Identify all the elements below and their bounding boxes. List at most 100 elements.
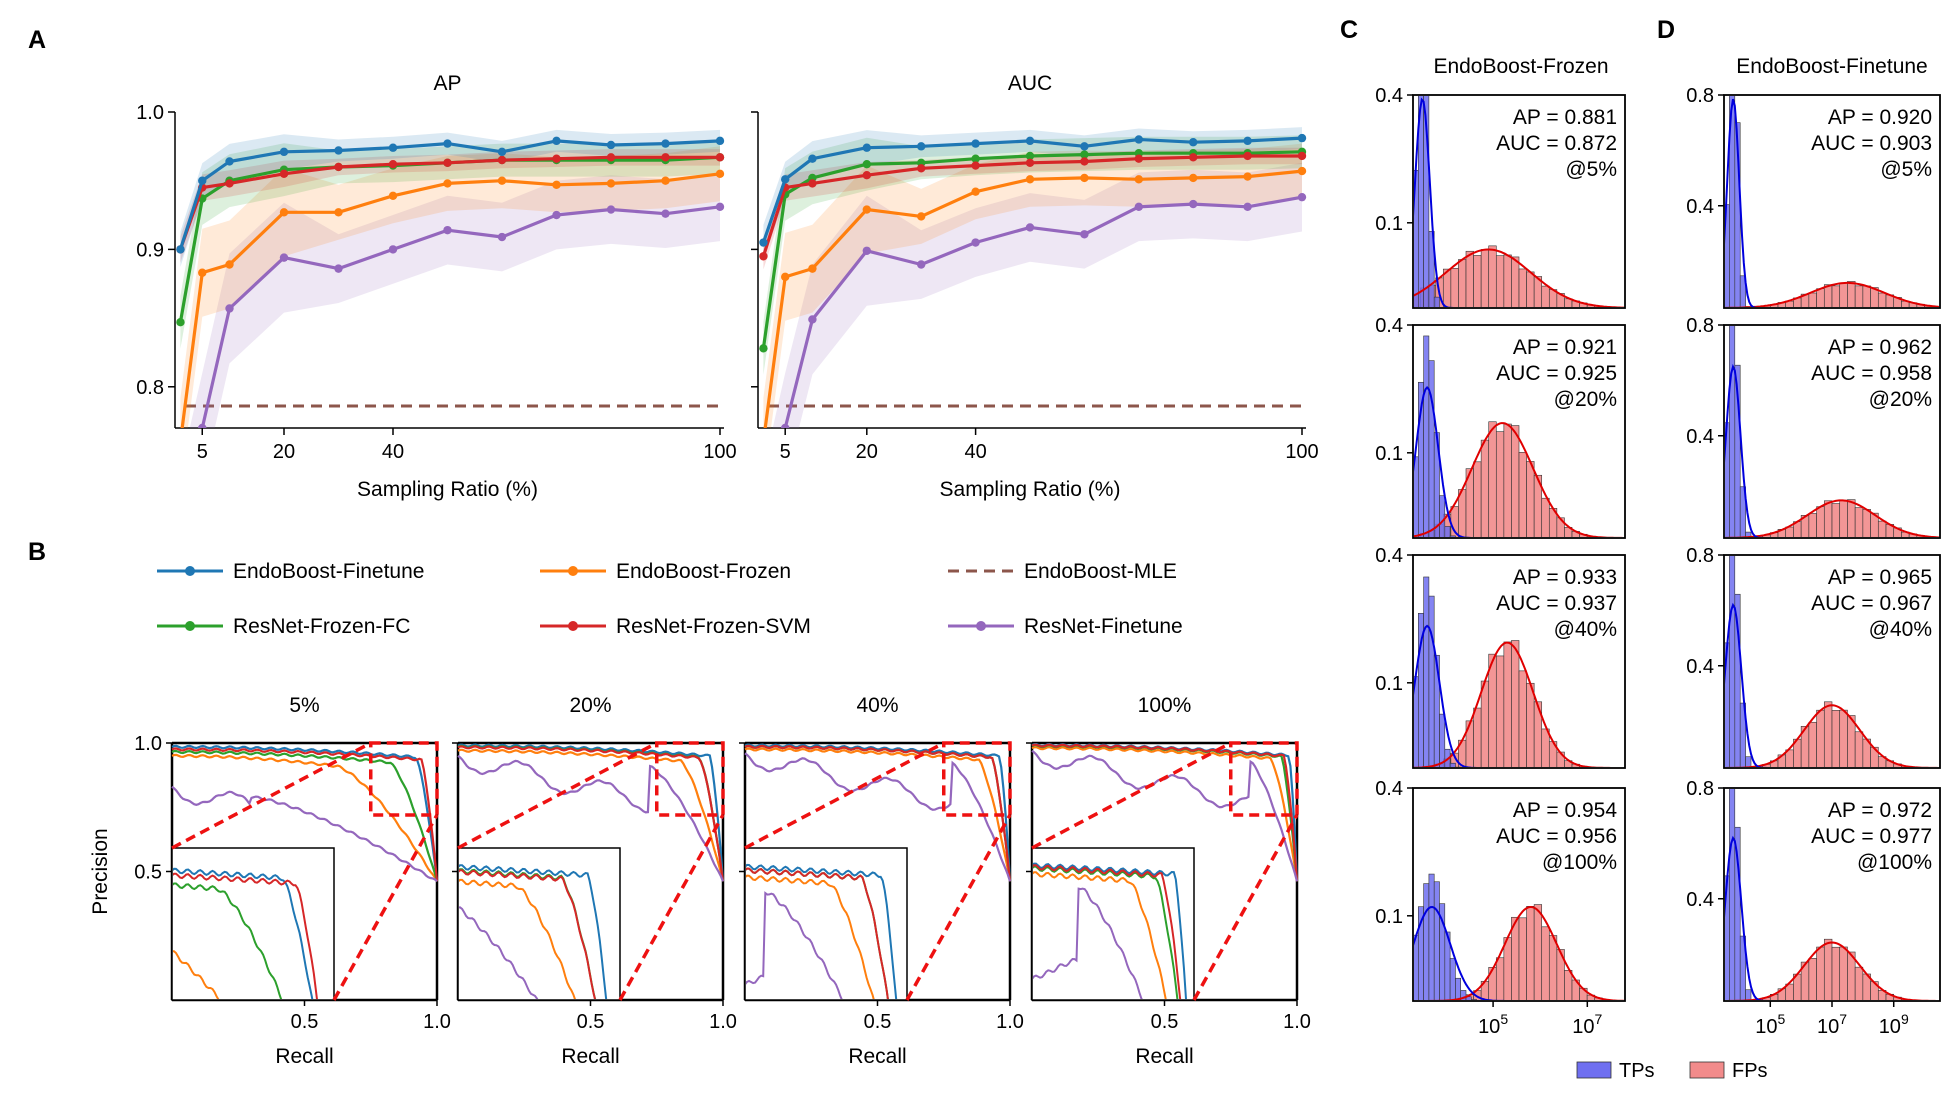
fp-bar [1465,250,1474,307]
point-resnet_ft [1080,230,1089,239]
point-fc [1080,150,1089,159]
point-resnet_ft [661,209,670,218]
hist-legend-swatch-fp [1689,1061,1725,1079]
x-axis-label: Recall [275,1045,333,1068]
point-resnet_ft [198,423,207,428]
point-svm [1134,154,1144,163]
point-svm [497,155,507,165]
fp-kde-line [1414,248,1624,307]
series-line-resnet_ft [200,205,721,428]
zoom-box [369,741,439,817]
hist-frame [1723,94,1941,309]
point-fc [176,318,185,327]
fp-bar [1511,256,1520,307]
point-finetune [388,143,398,152]
point-svm [606,153,616,162]
hist-frame [1723,554,1941,769]
pr-curve-resnet_ft [457,755,725,882]
x-tick-exponent: 7 [1595,1011,1603,1027]
auc-annotation: AUC = 0.967 [1811,592,1932,615]
y-tick-label: 0.4 [1686,196,1714,218]
fp-bar [1541,285,1550,307]
x-tick-label: 5 [197,441,208,463]
zoom-connector [1031,741,1232,850]
tp-bar [1423,96,1430,307]
point-svm [917,164,926,173]
y-tick-label: 0.5 [134,862,162,884]
ap-annotation: AP = 0.962 [1828,336,1932,359]
point-frozen [862,205,871,214]
fp-bar [1808,721,1817,767]
fp-bar [1541,926,1550,1000]
inset-curve-fc [1033,865,1179,999]
y-tick-label: 0.8 [1686,315,1714,337]
fp-bar [1808,292,1817,307]
fp-bar [1816,709,1825,767]
fp-bar [1816,946,1825,1000]
tp-bar [1433,296,1440,307]
ap-annotation: AP = 0.965 [1828,566,1932,589]
inset-curves [173,867,318,999]
point-fc [1025,151,1035,161]
tp-bar [1739,702,1746,767]
point-resnet_ft [388,245,398,254]
panels-c-d: EndoBoost-Frozen 0.4 0.1 AP = 0.881 AUC = 0.… [1375,55,1941,1082]
fp-bar [1503,423,1512,537]
pr-curve-svm [171,747,439,882]
fp-kde-line [1725,281,1939,307]
legend-marker [185,621,195,631]
hist-panel: 0.8 0.4 AP = 0.965 AUC = 0.967 @40% [1686,545,1941,769]
ap-annotation: AP = 0.920 [1828,106,1932,129]
ap-annotation: AP = 0.933 [1513,566,1617,589]
zoom-box [1229,741,1299,817]
y-tick-label: 0.1 [1375,213,1403,235]
x-tick-label: 0.5 [1151,1011,1179,1033]
fp-bar [1480,680,1490,767]
point-svm [1297,151,1307,161]
point-frozen [1025,175,1035,184]
legend-marker [568,566,578,576]
band-resnet_ft [772,162,1302,428]
inset-curve-frozen [1033,871,1167,999]
point-frozen [661,176,670,185]
point-frozen [388,191,398,201]
point-svm [1243,151,1252,161]
point-frozen [781,272,790,282]
point-finetune [715,136,725,146]
point-resnet_ft [971,238,980,247]
zoom-box [942,741,1012,817]
ratio-annotation: @100% [1542,851,1617,874]
tp-bar [1729,326,1736,537]
x-tick-exponent: 7 [1839,1011,1847,1027]
fp-bar [1831,503,1841,537]
point-svm [334,162,343,172]
fp-bar [1480,249,1490,307]
hist-bars [1414,96,1624,307]
pr-curve-fc [171,749,439,882]
fp-bar [1518,452,1527,537]
fp-bar [1839,946,1848,1000]
ratio-annotation: @5% [1565,158,1617,181]
point-svm [1080,157,1089,166]
fp-bar [1823,938,1833,1000]
point-frozen [198,268,207,277]
fp-bar [1854,285,1864,307]
chart-B-20: 20% Recall 0.5 1.0 [452,694,737,1068]
inset-curves [746,863,898,999]
ap-annotation: AP = 0.921 [1513,336,1617,359]
point-svm [388,160,398,169]
x-tick-exponent: 5 [1500,1011,1508,1027]
point-finetune [1080,142,1089,151]
inset-frame [457,847,621,1001]
x-axis-label: Sampling Ratio (%) [940,478,1121,501]
point-resnet_ft [1025,223,1035,232]
inset-curve-frozen [459,878,576,999]
zoom-box [655,741,725,817]
inset-curve-svm [746,867,889,999]
y-tick-label: 0.1 [1375,906,1403,928]
fp-bar [1495,431,1505,537]
auc-annotation: AUC = 0.956 [1496,825,1617,848]
band-finetune [763,127,1302,261]
tp-bar [1471,999,1477,1000]
